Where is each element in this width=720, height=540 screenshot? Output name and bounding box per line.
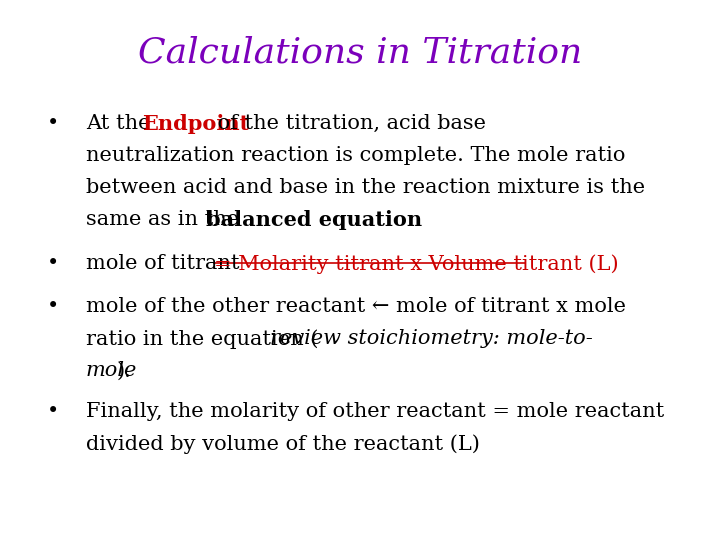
Text: .: . xyxy=(353,210,360,228)
Text: •: • xyxy=(48,113,60,133)
Text: •: • xyxy=(48,254,60,273)
Text: Calculations in Titration: Calculations in Titration xyxy=(138,35,582,69)
Text: divided by volume of the reactant (L): divided by volume of the reactant (L) xyxy=(86,435,480,454)
Text: mole: mole xyxy=(86,361,138,380)
Text: Endpoint: Endpoint xyxy=(142,113,249,134)
Text: Finally, the molarity of other reactant = mole reactant: Finally, the molarity of other reactant … xyxy=(86,402,664,422)
Text: mole of the other reactant ← mole of titrant x mole: mole of the other reactant ← mole of tit… xyxy=(86,298,626,316)
Text: between acid and base in the reaction mixture is the: between acid and base in the reaction mi… xyxy=(86,178,645,197)
Text: = Molarity titrant x Volume titrant (L): = Molarity titrant x Volume titrant (L) xyxy=(214,254,618,274)
Text: neutralization reaction is complete. The mole ratio: neutralization reaction is complete. The… xyxy=(86,146,625,165)
Text: of the titration, acid base: of the titration, acid base xyxy=(211,113,486,133)
Text: balanced equation: balanced equation xyxy=(206,210,422,230)
Text: ).: ). xyxy=(117,361,132,380)
Text: •: • xyxy=(48,298,60,316)
Text: mole of titrant: mole of titrant xyxy=(86,254,246,273)
Text: same as in the: same as in the xyxy=(86,210,246,228)
Text: At the: At the xyxy=(86,113,157,133)
Text: •: • xyxy=(48,402,60,422)
Text: review stoichiometry: mole-to-: review stoichiometry: mole-to- xyxy=(269,329,593,348)
Text: ratio in the equation (: ratio in the equation ( xyxy=(86,329,318,349)
